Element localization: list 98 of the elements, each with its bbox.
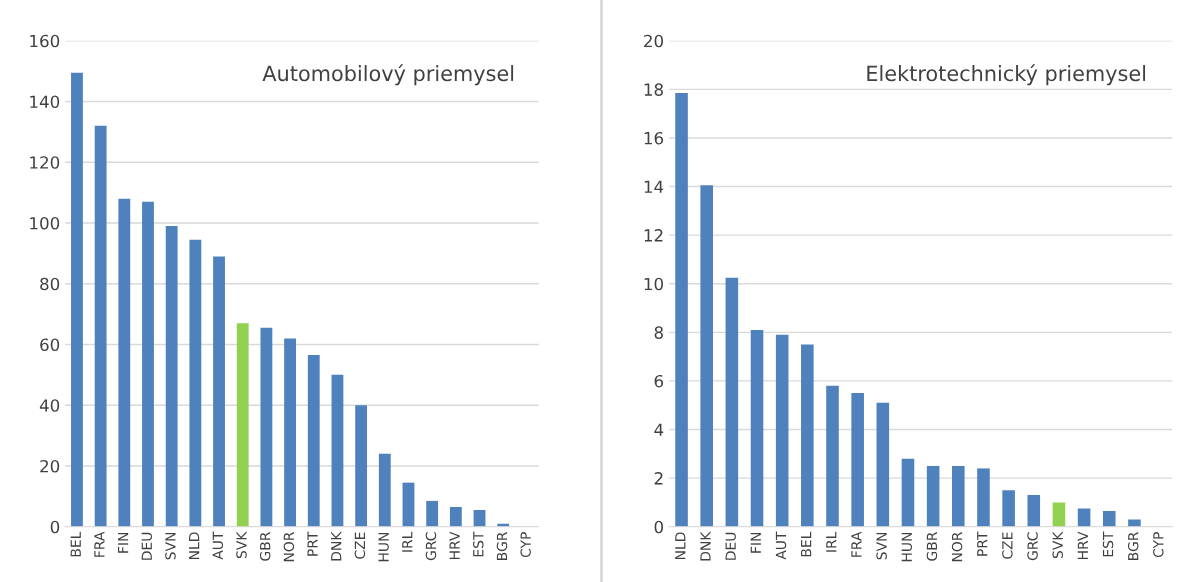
y-tick-label: 8 — [654, 326, 663, 339]
bar — [71, 72, 83, 527]
x-tick-label: NOR — [951, 531, 963, 562]
x-tick-label: DNK — [700, 531, 711, 561]
bar — [1128, 519, 1141, 527]
x-tick-label: EST — [473, 531, 484, 557]
x-tick-label: FRA — [94, 531, 105, 557]
x-tick-label: DEU — [141, 532, 153, 560]
y-tick-label: 0 — [50, 520, 60, 534]
x-tick-label: GRC — [425, 532, 437, 561]
text: Elektrotechnický priemysel — [867, 64, 1146, 86]
x-tick-label: AUT — [775, 531, 787, 560]
x-tick-label: FIN — [750, 532, 761, 553]
x-tick-label: NLD — [675, 532, 686, 560]
bar — [142, 201, 154, 527]
bar — [675, 92, 688, 527]
bar — [260, 327, 273, 527]
bar — [331, 374, 344, 527]
bar — [449, 506, 462, 527]
x-tick-label: HUN — [378, 532, 389, 562]
y-tick-label: 18 — [644, 83, 663, 96]
x-tick-label: DEU — [725, 532, 736, 560]
x-tick-label: EST — [1102, 531, 1114, 557]
x-tick-label: GBR — [259, 531, 271, 561]
bar — [402, 482, 415, 527]
x-tick-label: CYP — [1153, 532, 1164, 558]
x-tick-label: BGR — [496, 531, 508, 560]
bar — [725, 277, 739, 527]
bar — [1002, 490, 1015, 527]
x-tick-label: FRA — [851, 531, 862, 557]
y-tick-label: 20 — [40, 459, 60, 473]
bar — [801, 344, 814, 527]
text: Automobilový priemysel — [262, 64, 514, 86]
x-tick-label: CZE — [354, 532, 366, 559]
x-tick-label: BEL — [801, 531, 812, 557]
bar — [952, 465, 965, 527]
x-tick-label: GBR — [926, 531, 938, 561]
y-tick-label: 40 — [39, 399, 60, 412]
bar — [977, 468, 990, 527]
y-tick-label: 60 — [40, 338, 60, 352]
bar — [94, 125, 107, 527]
bar — [1077, 508, 1091, 527]
bar — [213, 256, 225, 527]
y-tick-label: 4 — [654, 423, 664, 436]
x-tick-label: HRV — [1077, 531, 1088, 560]
x-tick-label: FIN — [118, 532, 129, 553]
bar — [876, 402, 890, 527]
x-tick-label: DNK — [331, 531, 342, 561]
y-tick-label: 140 — [30, 95, 60, 109]
bar — [901, 458, 915, 527]
bar — [165, 226, 178, 527]
bar — [307, 355, 320, 527]
x-tick-label: HRV — [449, 531, 460, 560]
bar — [750, 329, 764, 527]
y-tick-label: 10 — [644, 277, 663, 291]
bar — [826, 385, 839, 527]
y-tick-label: 20 — [644, 34, 663, 48]
y-tick-label: 6 — [654, 374, 664, 388]
y-tick-label: 16 — [644, 131, 664, 145]
x-tick-label: GRC — [1027, 532, 1038, 561]
x-tick-label: SVK — [236, 531, 247, 559]
bar — [284, 338, 296, 527]
bar — [378, 453, 391, 527]
bar — [1027, 495, 1041, 527]
bar — [926, 465, 940, 527]
y-tick-label: 0 — [654, 520, 663, 534]
bar — [426, 500, 439, 527]
x-tick-label: CZE — [1002, 532, 1013, 559]
y-tick-label: 2 — [654, 472, 663, 485]
x-tick-label: SVN — [876, 532, 887, 560]
y-tick-label: 120 — [30, 156, 60, 169]
x-tick-label: NOR — [283, 531, 295, 562]
bar — [1052, 502, 1066, 527]
bar — [118, 198, 131, 527]
y-tick-label: 80 — [40, 277, 60, 291]
bar — [700, 185, 713, 527]
x-tick-label: NLD — [189, 532, 200, 560]
bar — [1102, 510, 1116, 527]
x-tick-label: IRL — [402, 531, 413, 552]
x-tick-label: HUN — [901, 532, 913, 562]
bar — [189, 239, 202, 527]
bar — [851, 393, 864, 527]
y-tick-label: 160 — [30, 34, 60, 48]
x-tick-label: AUT — [212, 531, 224, 560]
bar — [775, 334, 789, 527]
y-tick-label: 14 — [644, 180, 664, 193]
bar — [355, 405, 368, 527]
x-tick-label: BEL — [70, 531, 81, 557]
x-tick-label: BGR — [1127, 531, 1139, 560]
y-tick-label: 12 — [644, 229, 663, 242]
x-tick-label: SVN — [165, 532, 176, 560]
y-tick-label: 100 — [30, 216, 60, 230]
x-tick-label: SVK — [1052, 531, 1063, 559]
x-tick-label: PRT — [977, 531, 988, 556]
x-tick-label: IRL — [826, 531, 837, 552]
x-tick-label: PRT — [307, 531, 318, 556]
x-tick-label: CYP — [520, 532, 531, 558]
bar — [236, 323, 249, 527]
